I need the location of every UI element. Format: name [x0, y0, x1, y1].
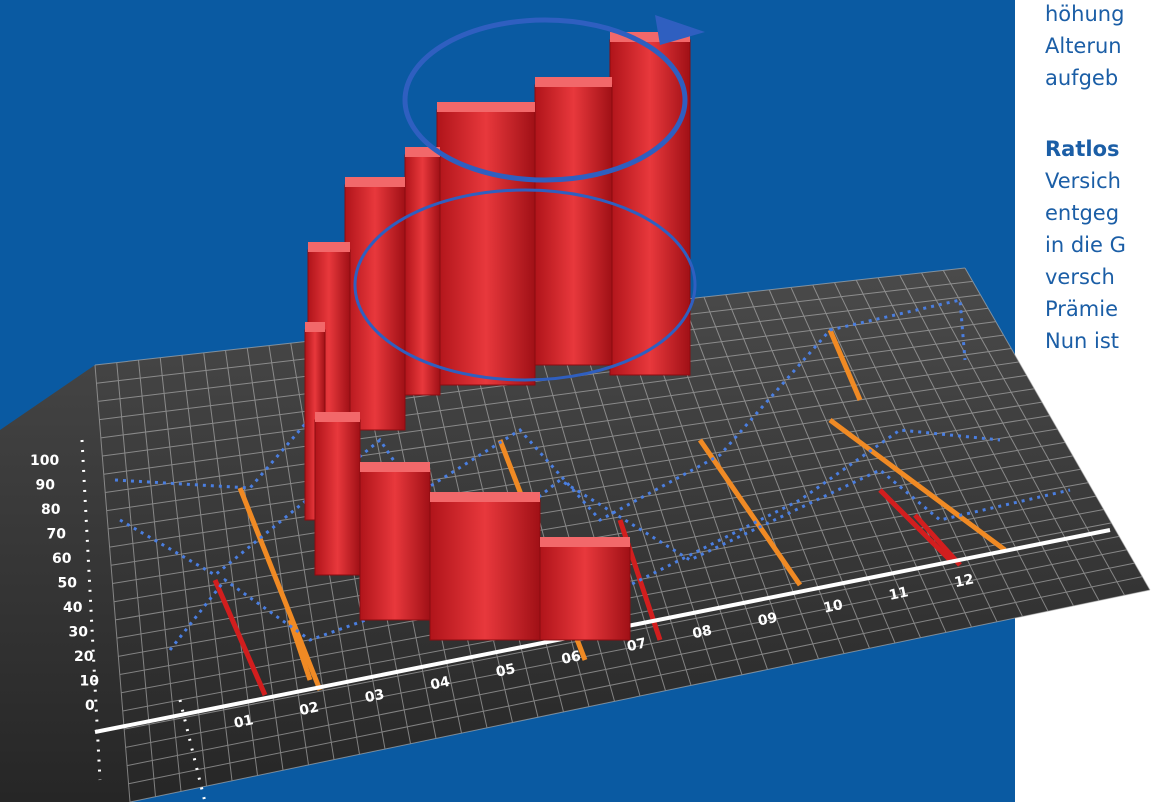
heading: Ratlos — [1045, 137, 1120, 161]
x-tick-label: 03 — [364, 687, 386, 707]
bar-column — [359, 469, 431, 621]
x-tick-label: 09 — [757, 610, 779, 630]
y-tick-label: 100 — [30, 453, 59, 469]
x-tick-label: 06 — [560, 648, 582, 668]
sidebar: höhung Alterun aufgeb Ratlos Versich entgeg in… — [1045, 0, 1152, 357]
bar-line — [913, 513, 962, 567]
y-tick-label: 60 — [52, 551, 72, 567]
bar-column — [404, 154, 441, 396]
grid-line — [108, 388, 1035, 530]
bar-top — [308, 242, 350, 252]
bar-top — [535, 77, 612, 87]
grid-line — [128, 576, 1143, 785]
x-tick-label: 12 — [953, 571, 975, 591]
grid-line — [102, 334, 1004, 457]
text-line: entgeg — [1045, 201, 1120, 225]
bar-column — [344, 184, 406, 431]
bar-top — [430, 492, 540, 502]
x-tick-label: 05 — [495, 661, 517, 681]
bar-top — [345, 177, 405, 187]
board — [0, 268, 1150, 802]
x-tick-label: 07 — [626, 635, 648, 655]
x-tick-label: 11 — [888, 584, 910, 604]
spiral-bars — [304, 32, 691, 641]
grid-line — [129, 589, 1151, 802]
x-tick-label: 01 — [233, 712, 255, 732]
bar-line — [212, 579, 268, 696]
bar-line — [878, 488, 952, 562]
grid-line — [106, 374, 1027, 512]
text-line: in die G — [1045, 233, 1126, 257]
text-line: aufgeb — [1045, 66, 1119, 90]
bar-line — [237, 487, 323, 691]
y-tick-label: 80 — [41, 502, 61, 518]
y-tick-label: 40 — [63, 600, 83, 616]
arrow-head — [655, 15, 705, 45]
x-tick-label: 02 — [298, 699, 320, 719]
text-line: versch — [1045, 265, 1115, 289]
bar-top — [437, 102, 535, 112]
x-tick-label: 04 — [429, 674, 452, 694]
bar-line — [828, 417, 1007, 553]
bar-column — [314, 419, 361, 576]
grid-line — [125, 549, 1127, 748]
text-line: Alterun — [1045, 34, 1122, 58]
text-line: Prämie — [1045, 297, 1119, 321]
text-line: Nun ist — [1045, 329, 1120, 353]
y-tick-label: 10 — [80, 674, 100, 690]
y-tick-label: 50 — [58, 576, 78, 592]
text-line: Versich — [1045, 169, 1121, 193]
spiral-arrow — [353, 188, 697, 382]
dotted-line — [114, 298, 967, 533]
spiral-arrow — [402, 17, 688, 183]
bar-line — [827, 329, 863, 401]
bar-line — [697, 438, 803, 587]
y-tick-label: 0 — [85, 698, 95, 714]
bar-top — [305, 322, 325, 332]
bar-column — [429, 499, 541, 641]
grid-line — [105, 361, 1020, 493]
bar-line — [287, 619, 313, 681]
bar-top — [610, 32, 690, 42]
bar-column — [436, 109, 536, 386]
x-tick-label: 10 — [822, 597, 845, 617]
bar-column — [534, 84, 613, 366]
grid-line — [110, 415, 1050, 566]
bar-top — [315, 412, 360, 422]
y-axis-dots — [80, 439, 102, 781]
x-tick-label: 08 — [691, 623, 713, 643]
dotted-line — [119, 437, 1071, 577]
text-line: höhung — [1045, 2, 1125, 26]
y-tick-label: 20 — [74, 649, 94, 665]
grid-line — [126, 562, 1135, 767]
y-tick-label: 70 — [47, 527, 67, 543]
bar-top — [540, 537, 630, 547]
bar-top — [405, 147, 440, 157]
y-tick-label: 90 — [36, 478, 56, 494]
y-tick-label: 30 — [69, 625, 89, 641]
bar-top — [360, 462, 430, 472]
grid-line — [103, 348, 1012, 475]
grid-line — [109, 401, 1043, 548]
bar-column — [539, 544, 631, 641]
